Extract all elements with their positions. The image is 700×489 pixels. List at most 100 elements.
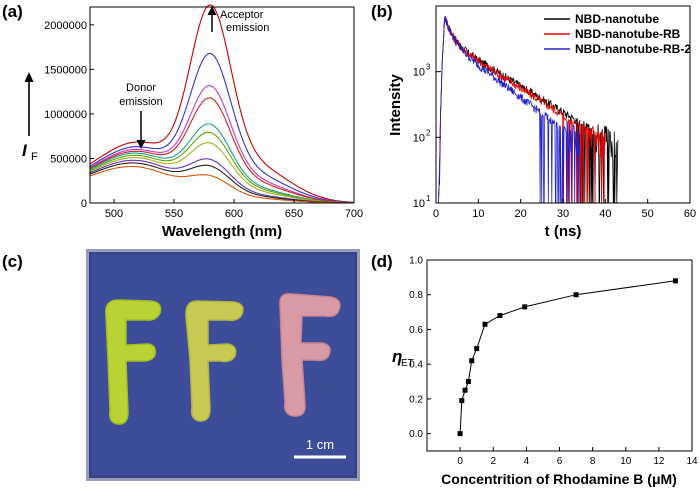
a-ytick-label: 0 <box>81 198 87 210</box>
a-ytick-label: 1000000 <box>44 109 87 121</box>
annotation-donor-line2: emission <box>119 96 162 108</box>
d-ytick-label: 0.8 <box>409 290 423 301</box>
b-ytick-base: 10 <box>413 67 425 79</box>
a-ylabel-sub: F <box>31 151 38 163</box>
annotation-donor-arrowhead <box>136 140 146 149</box>
a-series-s3 <box>89 85 355 204</box>
annotation-acceptor-line2: emission <box>226 22 269 34</box>
d-xtick-label: 14 <box>686 456 698 467</box>
panel-label-c: (c) <box>2 252 23 271</box>
b-ylabel: Intensity <box>387 74 404 136</box>
d-data-point <box>457 431 463 437</box>
b-xtick-label: 60 <box>684 208 696 220</box>
a-ylabel-main: I <box>22 141 28 160</box>
a-series-lines <box>89 4 355 204</box>
panel-label-d: (d) <box>371 252 393 271</box>
d-ytick-label: 0.2 <box>409 394 423 405</box>
chart-panel-a: 500 550 600 650 700 0 500000 1000000 1500000 2000… <box>22 4 363 240</box>
annotation-acceptor-line1: Acceptor <box>220 9 264 21</box>
a-series-s7 <box>89 142 354 204</box>
d-ticks: 0 2 4 6 8 10 12 14 0.0 0.2 0.4 0.6 0.8 1.0 <box>409 256 698 468</box>
letter-f-1 <box>105 299 162 425</box>
d-data-point <box>497 313 503 319</box>
a-ytick-label: 1500000 <box>44 64 87 76</box>
a-xtick-label: 550 <box>165 208 183 220</box>
photo-vignette <box>86 249 360 481</box>
d-ylabel-main: η <box>392 347 402 366</box>
b-series-lines <box>438 16 619 204</box>
b-legend: NBD-nanotubeNBD-nanotube-RBNBD-nanotube-… <box>544 12 691 56</box>
d-data-point <box>482 321 488 327</box>
a-ylabel-arrowhead <box>24 72 34 82</box>
b-ytick-exp: 3 <box>426 63 431 72</box>
a-ytick-label: 2000000 <box>44 20 87 32</box>
d-xlabel: Concentrition of Rhodamine B (μM) <box>441 471 677 487</box>
b-xlabel: t (ns) <box>545 223 582 240</box>
a-xtick-label: 500 <box>105 208 123 220</box>
d-series-lines <box>457 278 678 437</box>
b-xtick-label: 0 <box>433 208 439 220</box>
a-plot-frame <box>89 6 355 204</box>
b-series-line-2 <box>438 16 581 204</box>
d-data-point <box>474 346 480 352</box>
d-ytick-label: 0.0 <box>409 429 423 440</box>
b-ytick-base: 10 <box>413 198 425 210</box>
d-xtick-label: 10 <box>620 456 632 467</box>
a-ticks: 500 550 600 650 700 0 500000 1000000 1500000 2000… <box>44 20 363 220</box>
panel-label-b: (b) <box>371 2 393 21</box>
a-series-s10 <box>89 165 354 204</box>
a-xtick-label: 700 <box>345 208 363 220</box>
d-xtick-label: 8 <box>590 456 596 467</box>
annotation-acceptor-arrowhead <box>207 6 217 15</box>
d-ytick-label: 0.6 <box>409 325 423 336</box>
a-xtick-label: 650 <box>285 208 303 220</box>
b-xtick-label: 20 <box>515 208 527 220</box>
d-ylabel-sub: ET <box>401 358 414 369</box>
d-xtick-label: 2 <box>490 456 496 467</box>
b-xtick-label: 40 <box>599 208 611 220</box>
chart-panel-d: 0 2 4 6 8 10 12 14 0.0 0.2 0.4 0.6 0.8 1.0 Concentrit… <box>392 256 698 488</box>
b-series-line-1 <box>438 16 606 204</box>
a-ytick-label: 500000 <box>50 153 87 165</box>
d-data-point <box>522 304 528 310</box>
d-ylabel: η ET <box>392 347 414 369</box>
d-xtick-label: 0 <box>457 456 463 467</box>
a-series-s2 <box>89 52 355 204</box>
scale-bar-label: 1 cm <box>306 437 334 452</box>
d-data-point <box>672 278 678 284</box>
b-ytick-base: 10 <box>413 132 425 144</box>
b-xtick-label: 10 <box>472 208 484 220</box>
b-xtick-label: 30 <box>557 208 569 220</box>
panel-label-a: (a) <box>2 2 23 21</box>
d-data-point <box>459 398 465 404</box>
d-data-point <box>462 387 468 393</box>
d-ytick-label: 0.4 <box>409 360 423 371</box>
annotation-donor-line1: Donor <box>126 82 156 94</box>
b-legend-label: NBD-nanotube-RB-2 <box>575 42 691 56</box>
a-ylabel: I F <box>22 72 38 163</box>
a-xtick-label: 600 <box>225 208 243 220</box>
d-ytick-label: 1.0 <box>409 256 423 267</box>
a-series-s1 <box>89 4 355 203</box>
b-legend-label: NBD-nanotube-RB <box>575 27 681 41</box>
b-ytick-exp: 2 <box>426 128 431 137</box>
d-series-line <box>459 280 676 434</box>
a-xlabel: Wavelength (nm) <box>162 223 282 240</box>
b-legend-label: NBD-nanotube <box>575 12 659 26</box>
d-xtick-label: 6 <box>557 456 563 467</box>
letter-f-3 <box>279 292 341 417</box>
photo-panel-c: 1 cm <box>86 249 360 481</box>
d-xtick-label: 4 <box>524 456 530 467</box>
b-xtick-label: 50 <box>642 208 654 220</box>
d-xtick-label: 12 <box>653 456 665 467</box>
d-data-point <box>573 292 579 298</box>
b-ytick-exp: 1 <box>426 194 431 203</box>
a-series-s4 <box>89 97 355 204</box>
d-data-point <box>465 379 471 385</box>
photo-background <box>89 252 357 478</box>
annotation-acceptor: Acceptor emission <box>207 6 269 34</box>
d-plot-frame <box>426 259 693 452</box>
